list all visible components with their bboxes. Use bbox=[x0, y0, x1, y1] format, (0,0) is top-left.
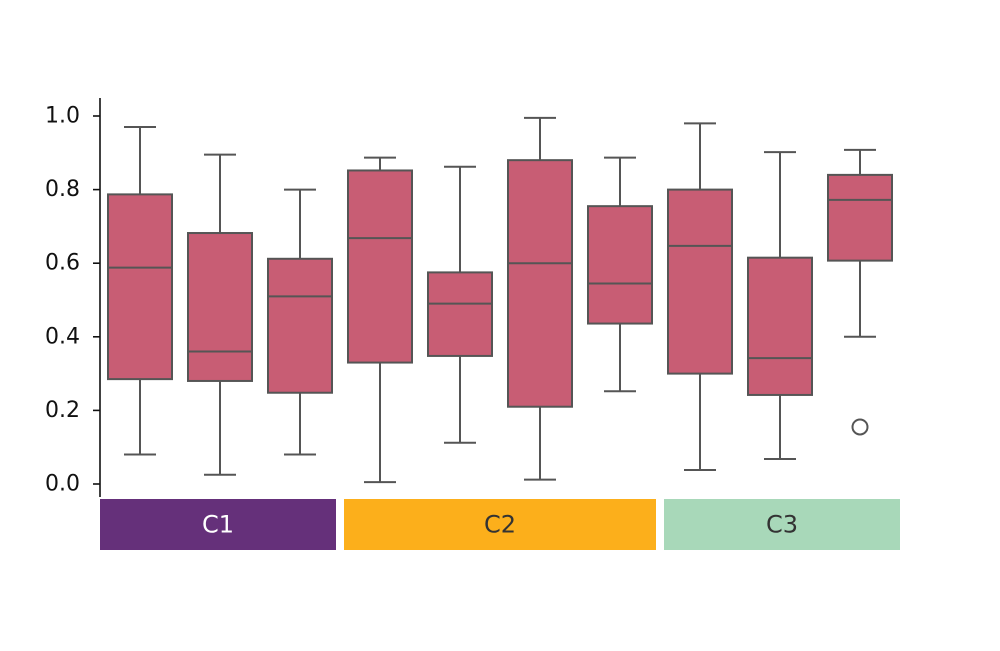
y-tick-label: 0.0 bbox=[45, 472, 80, 497]
iqr-box bbox=[507, 159, 573, 408]
group-band-label: C1 bbox=[202, 511, 234, 539]
iqr-box bbox=[347, 169, 413, 364]
outlier-point bbox=[851, 418, 869, 436]
box-4 bbox=[347, 156, 413, 484]
group-band-rect bbox=[344, 499, 656, 550]
group-band-rect bbox=[664, 499, 900, 550]
group-band-c2: C2 bbox=[344, 499, 656, 550]
box-8 bbox=[667, 122, 733, 472]
iqr-box bbox=[827, 173, 893, 262]
box-7 bbox=[587, 156, 653, 393]
y-tick-label: 1.0 bbox=[45, 104, 80, 129]
y-tick-label: 0.6 bbox=[45, 251, 80, 276]
box-3 bbox=[267, 188, 333, 456]
box-9 bbox=[747, 151, 813, 460]
group-bands: C1 C2 C3 bbox=[100, 499, 900, 550]
iqr-box bbox=[747, 256, 813, 396]
box-1 bbox=[107, 126, 173, 456]
box-10 bbox=[827, 148, 893, 436]
group-band-c1: C1 bbox=[100, 499, 336, 550]
box-6 bbox=[507, 116, 573, 481]
y-tick-label: 0.8 bbox=[45, 177, 80, 202]
box-5 bbox=[427, 165, 493, 444]
iqr-box bbox=[587, 205, 653, 325]
boxes bbox=[107, 116, 893, 484]
group-band-label: C2 bbox=[484, 511, 516, 539]
iqr-box bbox=[667, 188, 733, 375]
group-band-rect bbox=[100, 499, 336, 550]
iqr-box bbox=[187, 232, 253, 382]
y-tick-label: 0.4 bbox=[45, 324, 80, 349]
iqr-box bbox=[427, 271, 493, 357]
group-band-label: C3 bbox=[766, 511, 798, 539]
y-tick-label: 0.2 bbox=[45, 398, 80, 423]
box-2 bbox=[187, 153, 253, 476]
y-axis: 0.0 0.2 0.4 0.6 0.8 1.0 bbox=[45, 98, 101, 497]
iqr-box bbox=[107, 193, 173, 381]
group-band-c3: C3 bbox=[664, 499, 900, 550]
iqr-box bbox=[267, 257, 333, 394]
